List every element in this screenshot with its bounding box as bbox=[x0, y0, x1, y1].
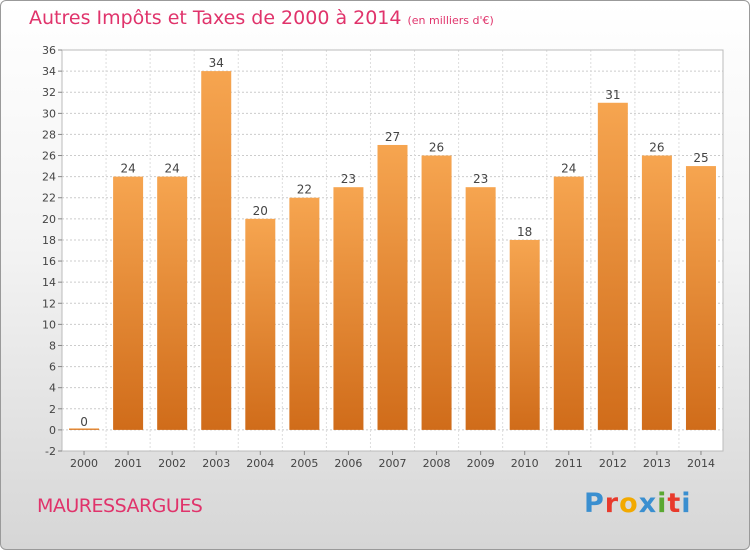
x-tick-labels: 2000 2001 2002 2003 2004 2005 2006 2007 2008 2009… bbox=[70, 451, 715, 470]
bar-2011 bbox=[553, 176, 584, 430]
bar-2004 bbox=[245, 218, 276, 430]
y-tick-label: -2 bbox=[45, 445, 56, 458]
bar-2002 bbox=[157, 176, 188, 430]
data-label-2014: 25 bbox=[693, 151, 708, 165]
data-label-2006: 23 bbox=[341, 172, 356, 186]
bar-2007 bbox=[377, 144, 408, 430]
x-tick-label-2012: 2012 bbox=[599, 457, 627, 470]
x-tick-label-2002: 2002 bbox=[158, 457, 186, 470]
data-label-2007: 27 bbox=[385, 130, 400, 144]
x-tick-label-2004: 2004 bbox=[246, 457, 274, 470]
bar-2000 bbox=[69, 428, 100, 430]
logo-letter: i bbox=[681, 488, 692, 519]
x-tick-label-2008: 2008 bbox=[423, 457, 451, 470]
data-label-2012: 31 bbox=[605, 88, 620, 102]
x-tick-label-2005: 2005 bbox=[290, 457, 318, 470]
y-tick-label: 8 bbox=[49, 339, 56, 352]
bar-2006 bbox=[333, 187, 364, 430]
logo-letter: P bbox=[584, 488, 605, 519]
chart-title-text: Autres Impôts et Taxes de 2000 à 2014 bbox=[29, 7, 402, 29]
y-tick-label: 14 bbox=[42, 276, 56, 289]
bars bbox=[69, 71, 716, 430]
bar-2003 bbox=[201, 71, 232, 430]
bar-2001 bbox=[113, 176, 144, 430]
logo-letter: i bbox=[657, 488, 668, 519]
bar-2010 bbox=[509, 239, 540, 430]
x-tick-label-2000: 2000 bbox=[70, 457, 98, 470]
y-tick-label: 20 bbox=[42, 213, 56, 226]
y-tick-label: 28 bbox=[42, 128, 56, 141]
y-tick-label: 34 bbox=[42, 65, 56, 78]
data-label-2009: 23 bbox=[473, 172, 488, 186]
y-tick-label: 22 bbox=[42, 192, 56, 205]
y-tick-label: 30 bbox=[42, 107, 56, 120]
logo-letter: r bbox=[604, 488, 620, 519]
bar-2012 bbox=[597, 102, 628, 430]
x-tick-label-2007: 2007 bbox=[379, 457, 407, 470]
x-tick-label-2009: 2009 bbox=[467, 457, 495, 470]
y-tick-label: 18 bbox=[42, 234, 56, 247]
y-tick-label: 24 bbox=[42, 171, 56, 184]
y-tick-label: 16 bbox=[42, 255, 56, 268]
data-label-2013: 26 bbox=[649, 141, 664, 155]
chart-title: Autres Impôts et Taxes de 2000 à 2014 (en… bbox=[29, 7, 494, 29]
bar-2014 bbox=[685, 166, 716, 430]
x-tick-label-2013: 2013 bbox=[643, 457, 671, 470]
y-tick-label: 32 bbox=[42, 86, 56, 99]
data-label-2010: 18 bbox=[517, 225, 532, 239]
bar-2009 bbox=[465, 187, 496, 430]
y-tick-label: 26 bbox=[42, 150, 56, 163]
logo-letter: x bbox=[638, 488, 658, 519]
data-label-2003: 34 bbox=[209, 56, 224, 70]
y-tick-label: 4 bbox=[49, 382, 56, 395]
bar-2008 bbox=[421, 155, 452, 430]
x-tick-label-2003: 2003 bbox=[202, 457, 230, 470]
y-tick-label: 12 bbox=[42, 297, 56, 310]
x-tick-label-2006: 2006 bbox=[334, 457, 362, 470]
data-label-2001: 24 bbox=[120, 162, 135, 176]
data-label-2005: 22 bbox=[297, 183, 312, 197]
y-tick-label: 0 bbox=[49, 424, 56, 437]
data-label-2008: 26 bbox=[429, 141, 444, 155]
x-tick-label-2001: 2001 bbox=[114, 457, 142, 470]
data-label-2011: 24 bbox=[561, 162, 576, 176]
bar-2013 bbox=[641, 155, 672, 430]
chart-subtitle: (en milliers d'€) bbox=[407, 14, 494, 27]
bar-2005 bbox=[289, 197, 320, 430]
y-tick-label: 36 bbox=[42, 44, 56, 57]
proxiti-logo[interactable]: Proxiti bbox=[584, 488, 692, 519]
data-labels: 0 24 24 34 20 22 23 27 26 23 18 24 31 26 25 bbox=[80, 56, 708, 429]
commune-name: MAURESSARGUES bbox=[37, 495, 203, 517]
x-tick-label-2010: 2010 bbox=[511, 457, 539, 470]
y-tick-label: 6 bbox=[49, 361, 56, 374]
x-tick-label-2011: 2011 bbox=[555, 457, 583, 470]
x-tick-label-2014: 2014 bbox=[687, 457, 715, 470]
logo-letter: t bbox=[667, 488, 682, 519]
logo-letter: o bbox=[619, 488, 639, 519]
data-label-2004: 20 bbox=[253, 204, 268, 218]
data-label-2000: 0 bbox=[80, 415, 88, 429]
data-label-2002: 24 bbox=[165, 162, 180, 176]
y-tick-label: 2 bbox=[49, 403, 56, 416]
y-tick-label: 10 bbox=[42, 318, 56, 331]
